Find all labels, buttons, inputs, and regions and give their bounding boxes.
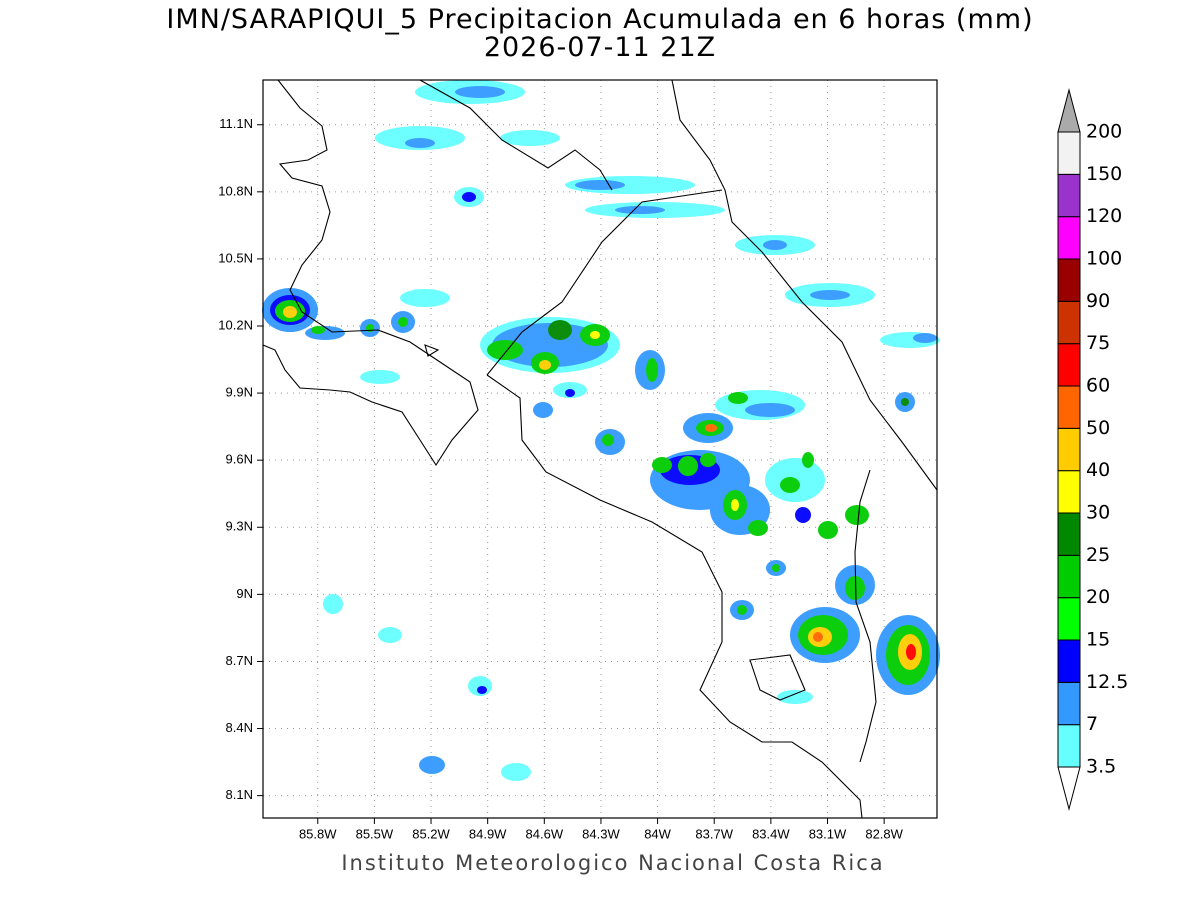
colorbar-swatch bbox=[1057, 427, 1081, 472]
x-tick-label: 83.4W bbox=[752, 826, 790, 841]
y-tick-label: 10.2N bbox=[218, 317, 253, 332]
colorbar-swatch bbox=[1057, 258, 1081, 302]
colorbar-label: 12.5 bbox=[1086, 671, 1128, 693]
x-tick-label: 82.8W bbox=[865, 826, 903, 841]
subtitle: 2026-07-11 21Z bbox=[484, 32, 716, 63]
colorbar-label: 15 bbox=[1086, 629, 1110, 651]
plot-frame bbox=[262, 79, 938, 819]
colorbar-swatch bbox=[1057, 639, 1081, 683]
colorbar-label: 75 bbox=[1086, 332, 1110, 354]
colorbar-swatch bbox=[1057, 724, 1081, 768]
precipitation-field bbox=[262, 80, 940, 781]
y-tick-label: 9.6N bbox=[226, 452, 253, 467]
y-tick-label: 10.5N bbox=[218, 250, 253, 265]
colorbar-swatch bbox=[1057, 597, 1081, 641]
x-tick-label: 83.1W bbox=[809, 826, 847, 841]
colorbar-label: 90 bbox=[1086, 290, 1110, 312]
x-tick-label: 83.7W bbox=[695, 826, 733, 841]
colorbar-label: 150 bbox=[1086, 163, 1122, 185]
colorbar-label: 120 bbox=[1086, 205, 1122, 227]
colorbar-label: 50 bbox=[1086, 417, 1110, 439]
colorbar-label: 7 bbox=[1086, 713, 1098, 735]
y-tick-label: 8.1N bbox=[226, 787, 253, 802]
colorbar-swatch bbox=[1057, 554, 1081, 599]
y-tick-label: 8.4N bbox=[226, 720, 253, 735]
colorbar-swatch bbox=[1057, 681, 1081, 726]
colorbar-swatch bbox=[1057, 131, 1081, 175]
colorbar-label: 30 bbox=[1086, 502, 1110, 524]
colorbar-under-arrow bbox=[1057, 766, 1081, 811]
colorbar-label: 60 bbox=[1086, 375, 1110, 397]
colorbar-swatch bbox=[1057, 512, 1081, 556]
x-tick-label: 85.5W bbox=[356, 826, 394, 841]
colorbar-label: 20 bbox=[1086, 586, 1110, 608]
y-tick-label: 9.3N bbox=[226, 519, 253, 534]
x-tick-label: 85.8W bbox=[299, 826, 337, 841]
colorbar-swatch bbox=[1057, 343, 1081, 387]
colorbar-label: 25 bbox=[1086, 544, 1110, 566]
colorbar: 3.5 7 12.5 15 20 25 30 40 50 60 75 90 100 120 150 200 bbox=[1057, 88, 1128, 811]
x-tick-label: 84.3W bbox=[582, 826, 620, 841]
x-tick-label: 84.6W bbox=[526, 826, 564, 841]
y-tick-label: 9.9N bbox=[226, 385, 253, 400]
colorbar-label: 40 bbox=[1086, 459, 1110, 481]
y-tick-label: 10.8N bbox=[218, 183, 253, 198]
colorbar-swatch bbox=[1057, 216, 1081, 260]
colorbar-swatch bbox=[1057, 300, 1081, 345]
x-tick-label: 84.9W bbox=[469, 826, 507, 841]
colorbar-label: 3.5 bbox=[1086, 756, 1116, 778]
x-tick-label: 84W bbox=[644, 826, 671, 841]
colorbar-over-arrow bbox=[1057, 88, 1081, 133]
colorbar-label: 100 bbox=[1086, 248, 1122, 270]
colorbar-swatch bbox=[1057, 173, 1081, 218]
colorbar-swatch bbox=[1057, 470, 1081, 514]
y-tick-label: 9N bbox=[236, 586, 253, 601]
colorbar-label: 200 bbox=[1086, 121, 1122, 143]
footer: Instituto Meteorologico Nacional Costa R… bbox=[341, 851, 884, 875]
title: IMN/SARAPIQUI_5 Precipitacion Acumulada … bbox=[166, 4, 1033, 35]
colorbar-swatch bbox=[1057, 385, 1081, 429]
coastline bbox=[262, 79, 938, 819]
y-tick-label: 11.1N bbox=[219, 116, 253, 131]
y-tick-label: 8.7N bbox=[226, 653, 253, 668]
x-tick-label: 85.2W bbox=[412, 826, 450, 841]
axis-ticks: 85.8W 85.5W 85.2W 84.9W 84.6W 84.3W 84W 83.7W 83… bbox=[218, 116, 903, 841]
